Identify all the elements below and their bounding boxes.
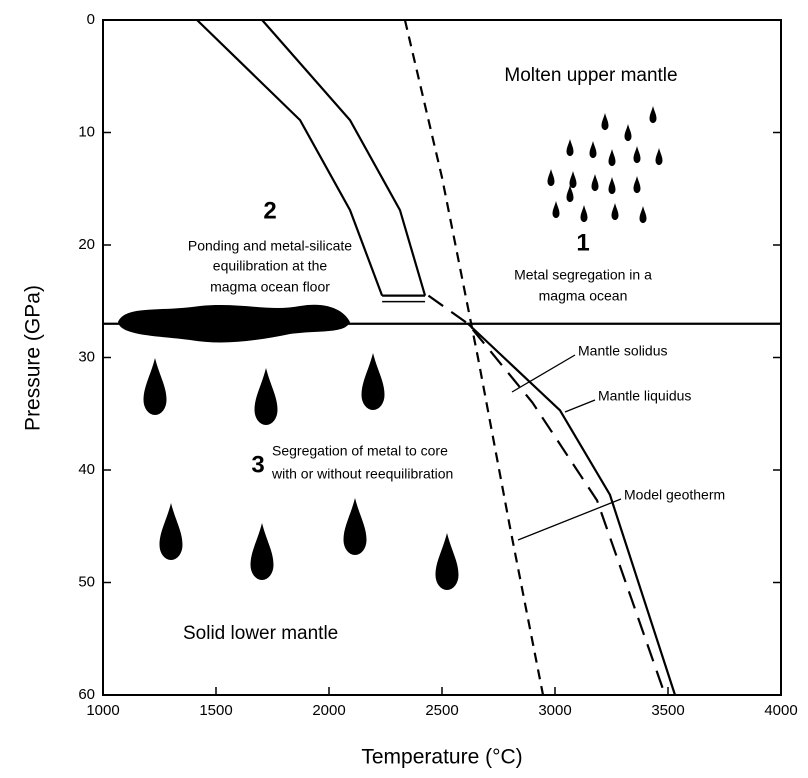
- series-label: Model geotherm: [624, 487, 725, 503]
- annotation: magma ocean: [539, 288, 628, 304]
- annotation: Segregation of metal to core: [272, 443, 448, 459]
- series-line: [261, 19, 427, 296]
- x-tick-label: 2000: [312, 702, 345, 719]
- annotation: Ponding and metal-silicate: [188, 238, 352, 254]
- series-line: [427, 294, 667, 696]
- leader-line: [564, 399, 596, 413]
- series-label: Mantle liquidus: [598, 388, 691, 404]
- x-tick-label: 1000: [86, 702, 119, 719]
- y-tick-label: 20: [78, 236, 95, 253]
- y-axis-label: Pressure (GPa): [22, 285, 45, 431]
- y-tick-label: 30: [78, 348, 95, 365]
- annotation: 2: [263, 197, 276, 224]
- x-tick-label: 3500: [651, 702, 684, 719]
- y-tick-label: 0: [87, 11, 95, 28]
- annotation: Molten upper mantle: [504, 65, 677, 86]
- annotation: with or without reequilibration: [271, 466, 453, 482]
- annotation: 3: [251, 451, 264, 478]
- annotation: 1: [576, 229, 589, 256]
- plot-frame: [102, 19, 782, 696]
- series-label: Mantle solidus: [578, 343, 668, 359]
- x-axis-label: Temperature (°C): [361, 746, 522, 769]
- annotation: magma ocean floor: [210, 279, 330, 295]
- annotation: equilibration at the: [213, 258, 328, 274]
- series-line: [196, 19, 384, 297]
- x-tick-label: 4000: [764, 702, 797, 719]
- leader-line: [517, 498, 622, 541]
- annotation: Solid lower mantle: [183, 623, 338, 644]
- leader-line: [511, 354, 576, 393]
- y-tick-label: 50: [78, 573, 95, 590]
- x-tick-label: 3000: [538, 702, 571, 719]
- annotation: Metal segregation in a: [514, 267, 652, 283]
- series-line: [403, 19, 545, 696]
- x-tick-label: 2500: [425, 702, 458, 719]
- small-droplets: [547, 106, 663, 224]
- series-line: [467, 322, 677, 696]
- x-tick-label: 1500: [199, 702, 232, 719]
- y-tick-label: 40: [78, 461, 95, 478]
- y-tick-label: 60: [78, 686, 95, 703]
- y-tick-label: 10: [78, 123, 95, 140]
